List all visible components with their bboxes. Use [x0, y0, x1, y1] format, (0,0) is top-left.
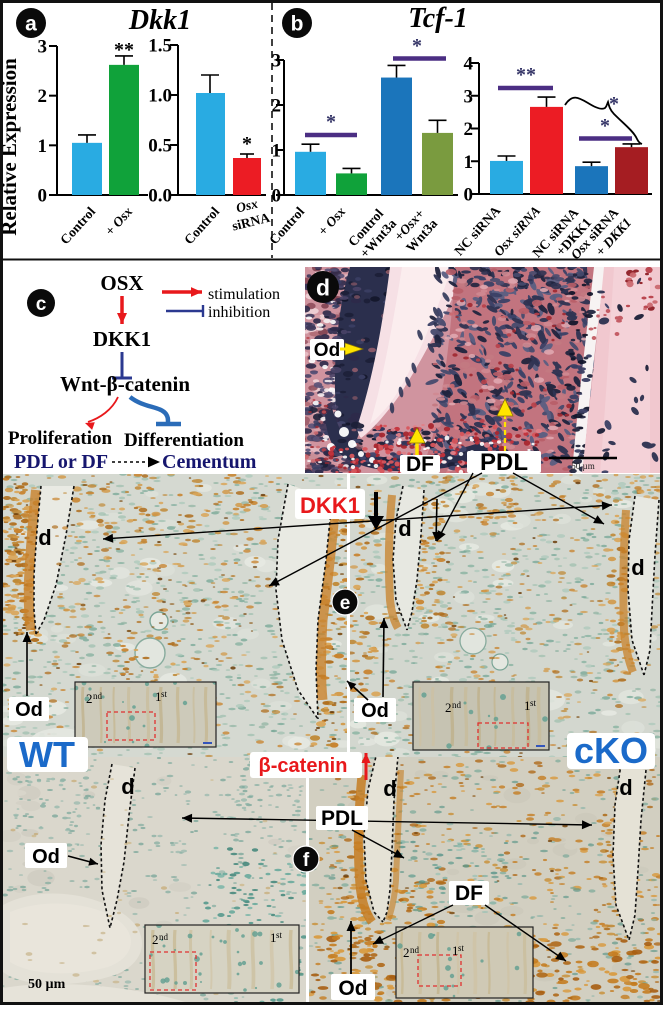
svg-text:3: 3 — [272, 51, 282, 72]
svg-text:1: 1 — [272, 141, 282, 162]
svg-text:0: 0 — [38, 186, 48, 207]
svg-text:*: * — [600, 115, 610, 137]
svg-text:50 µm: 50 µm — [571, 461, 594, 471]
svg-text:Dkk1: Dkk1 — [128, 5, 191, 36]
svg-text:*: * — [609, 93, 619, 115]
svg-text:Cementum: Cementum — [162, 451, 257, 473]
svg-text:OSX: OSX — [100, 271, 143, 295]
svg-text:1.0: 1.0 — [148, 86, 172, 107]
svg-text:0.0: 0.0 — [148, 186, 172, 207]
svg-text:*: * — [242, 133, 252, 155]
svg-text:3: 3 — [38, 36, 48, 57]
svg-text:2: 2 — [38, 86, 48, 107]
svg-text:**: ** — [516, 64, 536, 86]
svg-text:0.5: 0.5 — [148, 136, 172, 157]
svg-text:b: b — [291, 13, 304, 36]
svg-text:2: 2 — [272, 96, 282, 117]
svg-text:d: d — [316, 274, 330, 300]
svg-text:Differentiation: Differentiation — [124, 430, 244, 451]
svg-text:inhibition: inhibition — [208, 304, 270, 321]
svg-text:0: 0 — [272, 186, 282, 207]
svg-text:**: ** — [114, 39, 134, 61]
svg-text:2: 2 — [464, 119, 474, 140]
svg-text:PDL or DF: PDL or DF — [14, 451, 108, 473]
svg-text:1: 1 — [464, 152, 474, 173]
svg-text:*: * — [326, 111, 336, 133]
svg-text:3: 3 — [464, 86, 474, 107]
svg-text:*: * — [412, 35, 422, 57]
svg-text:DF: DF — [406, 453, 434, 476]
svg-text:DKK1: DKK1 — [93, 327, 151, 351]
svg-text:Tcf-1: Tcf-1 — [408, 3, 468, 34]
svg-text:Proliferation: Proliferation — [8, 428, 113, 449]
svg-text:a: a — [25, 13, 37, 36]
svg-text:0: 0 — [464, 185, 474, 206]
svg-text:stimulation: stimulation — [208, 286, 280, 303]
svg-text:Od: Od — [314, 340, 340, 361]
svg-text:PDL: PDL — [480, 449, 528, 476]
svg-text:1: 1 — [38, 136, 48, 157]
svg-text:Wnt-β-catenin: Wnt-β-catenin — [60, 372, 190, 396]
svg-text:c: c — [36, 294, 47, 315]
svg-text:1.5: 1.5 — [148, 36, 172, 57]
svg-text:4: 4 — [464, 54, 474, 75]
svg-text:Relative Expression: Relative Expression — [0, 58, 21, 236]
